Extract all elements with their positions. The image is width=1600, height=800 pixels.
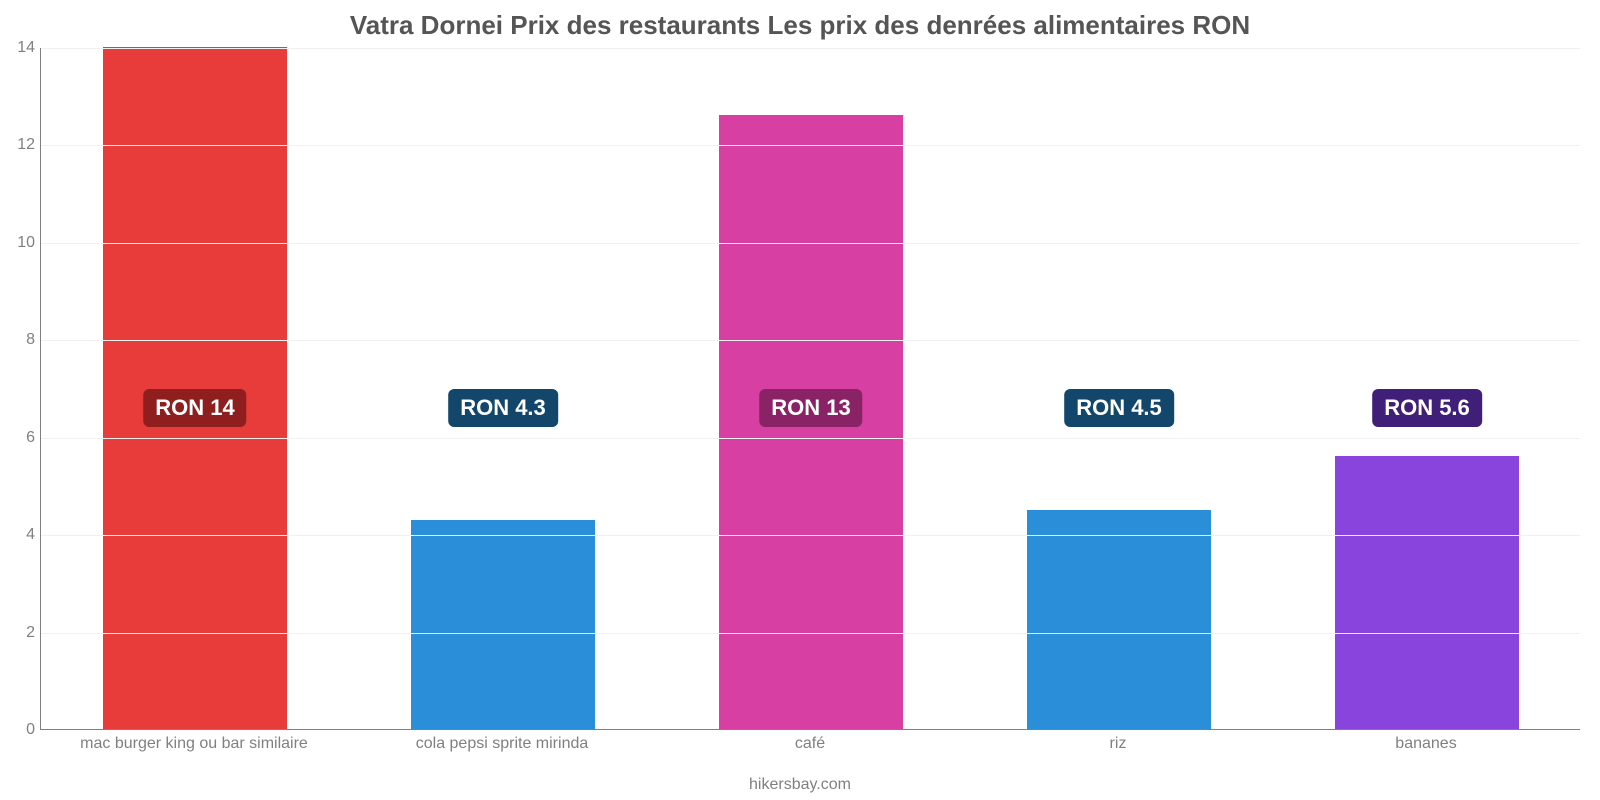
grid-line (41, 535, 1580, 536)
grid-line (41, 340, 1580, 341)
bar-value-label: RON 14 (143, 389, 246, 427)
x-tick-label: café (795, 735, 825, 753)
y-tick-label: 6 (5, 429, 35, 447)
grid-line (41, 243, 1580, 244)
bar: RON 14 (103, 47, 288, 729)
bar-value-label: RON 4.3 (448, 389, 558, 427)
y-tick-label: 12 (5, 136, 35, 154)
grid-line (41, 438, 1580, 439)
credit-text: hikersbay.com (0, 776, 1600, 794)
x-tick-label: cola pepsi sprite mirinda (416, 735, 589, 753)
y-tick-label: 0 (5, 721, 35, 739)
bar: RON 4.5 (1027, 510, 1212, 729)
bar-value-label: RON 13 (759, 389, 862, 427)
grid-line (41, 48, 1580, 49)
x-tick-label: riz (1110, 735, 1127, 753)
bar: RON 13 (719, 115, 904, 729)
bar-value-label: RON 4.5 (1064, 389, 1174, 427)
y-tick-label: 10 (5, 234, 35, 252)
bar: RON 5.6 (1335, 456, 1520, 729)
x-tick-label: mac burger king ou bar similaire (80, 735, 308, 753)
y-tick-label: 8 (5, 331, 35, 349)
x-tick-label: bananes (1395, 735, 1456, 753)
y-tick-label: 14 (5, 39, 35, 57)
plot-area: RON 14 RON 4.3 RON 13 RON 4.5 RON 5.6 (40, 48, 1580, 730)
bar: RON 4.3 (411, 520, 596, 729)
y-tick-label: 2 (5, 624, 35, 642)
grid-line (41, 633, 1580, 634)
bar-value-label: RON 5.6 (1372, 389, 1482, 427)
grid-line (41, 145, 1580, 146)
price-bar-chart: Vatra Dornei Prix des restaurants Les pr… (0, 0, 1600, 800)
y-tick-label: 4 (5, 526, 35, 544)
chart-title: Vatra Dornei Prix des restaurants Les pr… (0, 10, 1600, 41)
bars-container: RON 14 RON 4.3 RON 13 RON 4.5 RON 5.6 (41, 48, 1580, 729)
